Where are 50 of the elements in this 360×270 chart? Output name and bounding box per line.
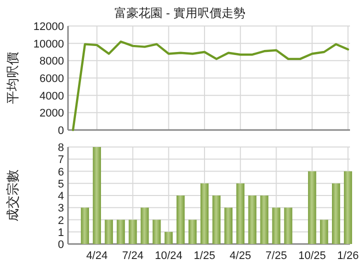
y-tick-label: 1 [58,226,64,239]
bar [140,208,149,244]
y-tick-label: 5 [58,178,64,190]
x-tick-label: 10/24 [154,250,182,262]
y-tick-label: 0 [58,125,64,137]
x-tick-label: 10/25 [298,250,326,262]
bar [92,147,101,244]
y-tick-label: 2 [58,214,64,227]
y-tick-label: 0 [58,239,64,251]
x-tick-label: 7/25 [266,250,287,262]
y-tick-label: 6000 [40,73,64,85]
x-tick-label: 4/25 [230,250,252,262]
bar [236,183,244,244]
x-tick-label: 1/25 [194,250,216,262]
y-axis-title: 平均呎價 [5,52,20,104]
x-tick-label: 4/24 [86,250,108,262]
y-tick-label: 6 [58,166,64,178]
bar [224,208,232,244]
y-tick-label: 2000 [40,108,64,120]
bar [260,196,268,244]
x-tick-label: 1/26 [337,250,359,262]
bar [248,196,256,244]
bar [308,171,316,244]
y-tick-label: 10000 [33,38,64,50]
chart-title: 富豪花園 - 實用呎價走勢 [114,6,246,20]
bar [200,183,209,244]
bar [344,171,352,244]
bar [320,220,328,244]
bar [128,220,137,244]
bar [272,208,280,244]
y-tick-label: 4 [58,190,64,202]
y-tick-label: 4000 [40,90,64,102]
y-tick-label: 7 [58,154,64,166]
bar [104,220,113,244]
x-tick-label: 7/24 [122,250,144,262]
y-tick-label: 12000 [33,21,64,33]
bar [152,220,161,244]
y-tick-label: 8000 [40,56,64,68]
bar [284,208,292,244]
bar [332,183,340,244]
y-tick-label: 3 [58,202,64,215]
y-tick-label: 8 [58,142,64,154]
line-series [72,40,350,132]
bar [212,196,221,244]
bar [188,220,197,244]
bar [176,196,185,244]
bar [164,232,173,244]
bar [116,220,125,244]
bar [80,208,90,244]
y-axis-title: 成交宗數 [5,170,20,222]
